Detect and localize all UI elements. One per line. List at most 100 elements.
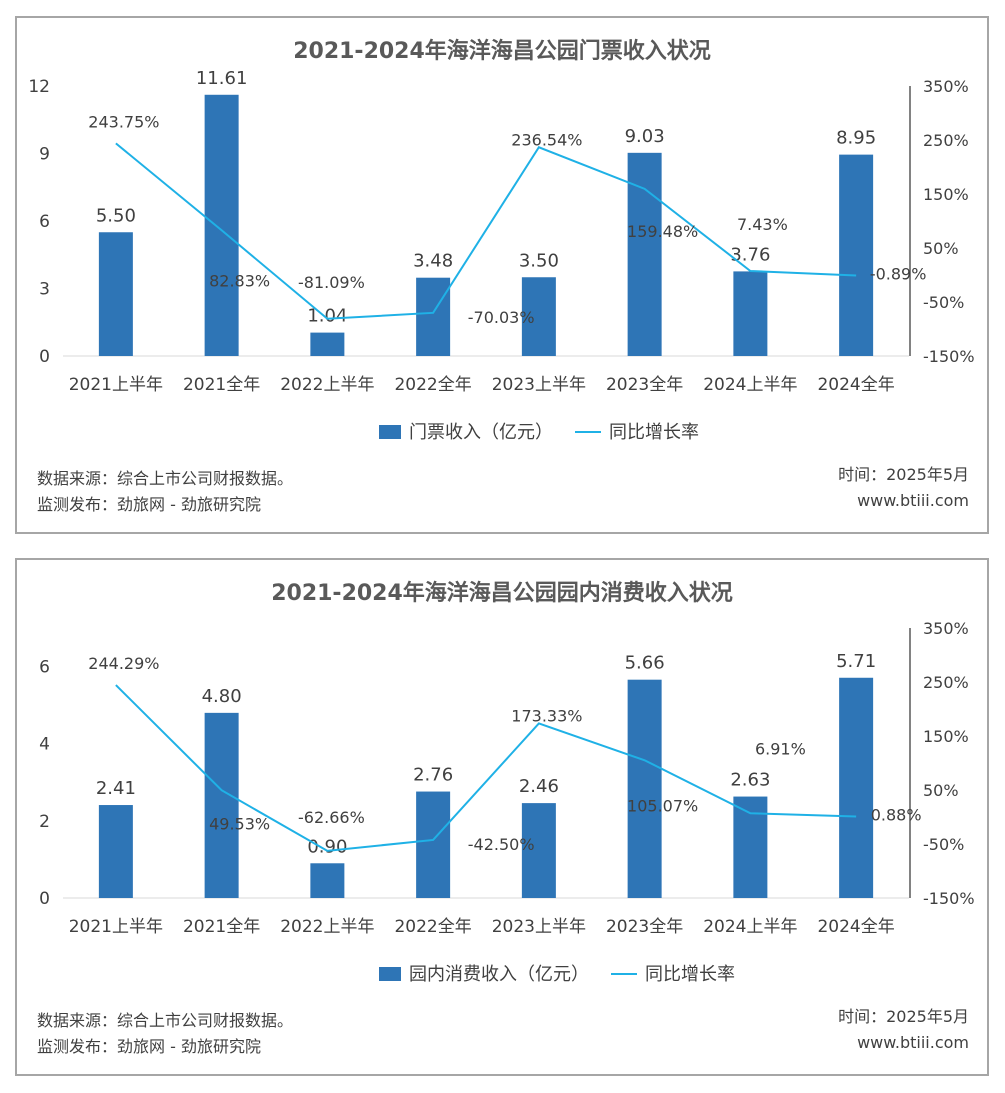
bar-6 bbox=[733, 271, 768, 356]
left-axis-tick-label: 2 bbox=[39, 812, 50, 832]
website-url: www.btiii.com bbox=[857, 491, 969, 510]
right-axis-tick-label: 250% bbox=[923, 673, 969, 692]
chart-title: 2021-2024年海洋海昌公园园内消费收入状况 bbox=[271, 580, 733, 606]
right-axis-tick-label: 150% bbox=[923, 185, 969, 204]
category-label: 2023上半年 bbox=[492, 917, 586, 937]
bar-6 bbox=[733, 796, 768, 898]
data-source-note: 数据来源：综合上市公司财报数据。 bbox=[37, 1011, 294, 1030]
category-label: 2022全年 bbox=[394, 917, 471, 937]
growth-rate-label: 0.88% bbox=[871, 806, 922, 825]
left-axis-tick-label: 4 bbox=[39, 735, 50, 755]
growth-rate-label: 173.33% bbox=[511, 706, 582, 725]
category-label: 2021全年 bbox=[183, 917, 260, 937]
publish-time: 时间：2025年5月 bbox=[838, 465, 969, 484]
right-axis-tick-label: 350% bbox=[923, 77, 969, 96]
category-label: 2024上半年 bbox=[703, 917, 797, 937]
growth-rate-label: -62.66% bbox=[298, 808, 365, 827]
chart-title: 2021-2024年海洋海昌公园门票收入状况 bbox=[293, 38, 711, 64]
growth-rate-line bbox=[115, 142, 857, 320]
category-label: 2023上半年 bbox=[492, 375, 586, 395]
bar-value-label: 2.41 bbox=[96, 778, 136, 799]
category-label: 2024全年 bbox=[817, 375, 894, 395]
category-label: 2022上半年 bbox=[280, 375, 374, 395]
bar-value-label: 11.61 bbox=[196, 68, 248, 89]
growth-rate-label: 243.75% bbox=[88, 112, 159, 131]
in-park-revenue-chart: 2021-2024年海洋海昌公园园内消费收入状况 0 2 4 6 -150% -50% 50%… bbox=[39, 580, 975, 985]
bar-value-label: 9.03 bbox=[625, 126, 665, 147]
growth-rate-label: 244.29% bbox=[88, 654, 159, 673]
right-axis-tick-label: -50% bbox=[923, 293, 964, 312]
legend-bar-swatch bbox=[379, 425, 401, 439]
category-label: 2021上半年 bbox=[69, 917, 163, 937]
left-axis-tick-label: 6 bbox=[39, 212, 50, 232]
category-label: 2024全年 bbox=[817, 917, 894, 937]
bar-value-label: 5.50 bbox=[96, 205, 136, 226]
bar-5 bbox=[627, 679, 662, 898]
growth-rate-label: 7.43% bbox=[737, 215, 788, 234]
website-url: www.btiii.com bbox=[857, 1033, 969, 1052]
bar-value-label: 0.90 bbox=[307, 836, 347, 857]
right-axis-tick-label: -150% bbox=[923, 889, 975, 908]
legend-line-label: 同比增长率 bbox=[609, 422, 699, 443]
chart1-footer-right: 时间：2025年5月 www.btiii.com bbox=[838, 462, 969, 514]
category-label: 2021上半年 bbox=[69, 375, 163, 395]
category-label: 2024上半年 bbox=[703, 375, 797, 395]
legend-bar-label: 园内消费收入（亿元） bbox=[409, 964, 589, 985]
bar-2 bbox=[310, 332, 345, 356]
bar-1 bbox=[204, 94, 239, 357]
growth-rate-label: 236.54% bbox=[511, 130, 582, 149]
bar-3 bbox=[416, 277, 451, 356]
growth-rate-label: 49.53% bbox=[209, 814, 270, 833]
bar-4 bbox=[521, 803, 556, 898]
bar-3 bbox=[416, 791, 451, 898]
growth-rate-label: -81.09% bbox=[298, 273, 365, 292]
growth-rate-label: 6.91% bbox=[755, 739, 806, 758]
category-label: 2022全年 bbox=[394, 375, 471, 395]
growth-rate-label: 82.83% bbox=[209, 271, 270, 290]
chart1-footer-left: 数据来源：综合上市公司财报数据。 监测发布：劲旅网 - 劲旅研究院 bbox=[37, 466, 293, 518]
publish-time: 时间：2025年5月 bbox=[838, 1007, 969, 1026]
right-axis-tick-label: 250% bbox=[923, 131, 969, 150]
left-axis-tick-label: 12 bbox=[28, 77, 50, 97]
publisher-note: 监测发布：劲旅网 - 劲旅研究院 bbox=[37, 1037, 261, 1056]
ticket-revenue-chart-panel: 2021-2024年海洋海昌公园门票收入状况 0 3 6 9 12 -150% -50% 50%… bbox=[15, 16, 989, 534]
growth-rate-line bbox=[115, 684, 857, 852]
bar-7 bbox=[839, 677, 874, 898]
bar-4 bbox=[521, 277, 556, 356]
left-axis-tick-label: 0 bbox=[39, 889, 50, 909]
growth-rate-label: -0.89% bbox=[870, 264, 927, 283]
growth-rate-label: -70.03% bbox=[468, 308, 535, 327]
bar-2 bbox=[310, 863, 345, 898]
bar-1 bbox=[204, 712, 239, 898]
data-source-note: 数据来源：综合上市公司财报数据。 bbox=[37, 469, 294, 488]
growth-rate-label: 159.48% bbox=[627, 222, 698, 241]
bar-0 bbox=[98, 805, 133, 898]
bar-value-label: 3.50 bbox=[519, 250, 559, 271]
category-label: 2022上半年 bbox=[280, 917, 374, 937]
ticket-revenue-chart: 2021-2024年海洋海昌公园门票收入状况 0 3 6 9 12 -150% -50% 50%… bbox=[28, 38, 975, 443]
growth-rate-label: -42.50% bbox=[468, 835, 535, 854]
legend-bar-swatch bbox=[379, 967, 401, 981]
right-axis-tick-label: -150% bbox=[923, 347, 975, 366]
bar-0 bbox=[98, 232, 133, 356]
bar-value-label: 4.80 bbox=[202, 686, 242, 707]
right-axis-tick-label: 50% bbox=[923, 239, 959, 258]
chart2-footer-right: 时间：2025年5月 www.btiii.com bbox=[838, 1004, 969, 1056]
legend-line-label: 同比增长率 bbox=[645, 964, 735, 985]
left-axis-tick-label: 3 bbox=[39, 280, 50, 300]
legend-bar-label: 门票收入（亿元） bbox=[409, 422, 553, 443]
bar-value-label: 2.46 bbox=[519, 776, 559, 797]
right-axis-tick-label: 350% bbox=[923, 619, 969, 638]
bar-value-label: 5.66 bbox=[625, 653, 665, 674]
category-label: 2023全年 bbox=[606, 917, 683, 937]
category-label: 2023全年 bbox=[606, 375, 683, 395]
bar-value-label: 8.95 bbox=[836, 128, 876, 149]
bar-value-label: 3.76 bbox=[730, 244, 770, 265]
in-park-revenue-chart-panel: 2021-2024年海洋海昌公园园内消费收入状况 0 2 4 6 -150% -50% 50%… bbox=[15, 558, 989, 1076]
right-axis-tick-label: 150% bbox=[923, 727, 969, 746]
category-label: 2021全年 bbox=[183, 375, 260, 395]
bar-value-label: 3.48 bbox=[413, 251, 453, 272]
bar-7 bbox=[839, 154, 874, 356]
left-axis-tick-label: 6 bbox=[39, 658, 50, 678]
left-axis-tick-label: 9 bbox=[39, 145, 50, 165]
